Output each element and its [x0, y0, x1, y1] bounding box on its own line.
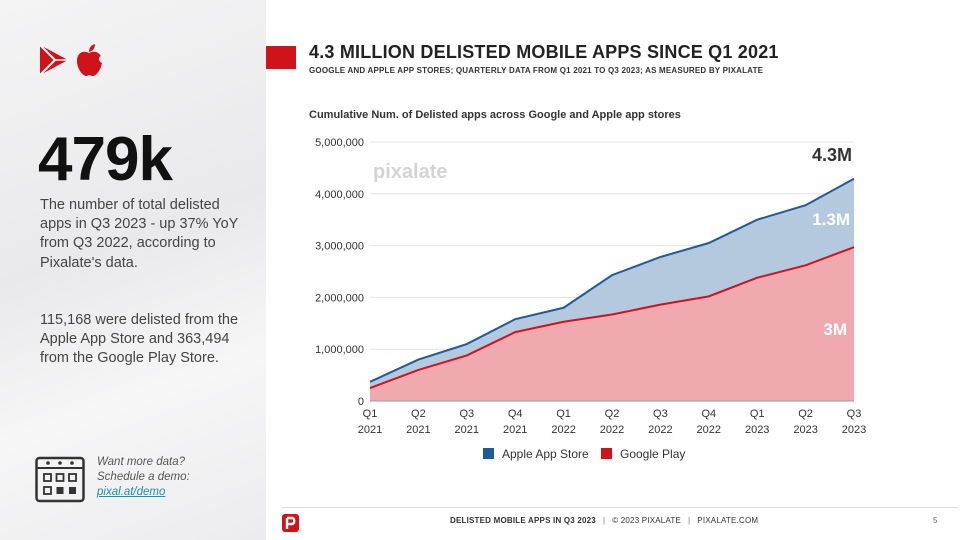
x-tick-label: Q1 [363, 408, 378, 420]
y-tick-label: 3,000,000 [315, 241, 364, 253]
y-tick-label: 2,000,000 [315, 292, 364, 304]
x-tick-label: Q2 [411, 408, 426, 420]
x-tick-label: 2021 [455, 424, 479, 436]
legend-swatch [601, 448, 612, 459]
demo-link[interactable]: pixal.at/demo [97, 486, 166, 498]
x-tick-label: 2021 [358, 424, 382, 436]
x-tick-label: Q2 [605, 408, 620, 420]
x-tick-label: Q2 [798, 408, 813, 420]
pixalate-watermark: pixalate [373, 161, 447, 183]
title-accent-block [266, 46, 296, 69]
demo-callout: Want more data? Schedule a demo: pixal.a… [35, 455, 190, 508]
demo-text: Want more data? Schedule a demo: pixal.a… [97, 455, 190, 500]
x-tick-label: Q4 [701, 408, 716, 420]
footer-copyright: © 2023 PIXALATE [612, 516, 682, 525]
stat-description: The number of total delisted apps in Q3 … [40, 197, 239, 271]
calendar-icon [35, 455, 85, 508]
x-tick-label: 2021 [503, 424, 527, 436]
area-chart: 0 1,000,000 2,000,000 3,000,000 4,000,000 5,0… [315, 137, 866, 461]
y-tick-label: 1,000,000 [315, 344, 364, 356]
footer-report-title: DELISTED MOBILE APPS IN Q3 2023 [450, 516, 596, 525]
x-tick-label: 2022 [697, 424, 721, 436]
footer-separator: | [688, 516, 691, 525]
x-tick-label: 2023 [745, 424, 769, 436]
x-tick-label: Q3 [653, 408, 668, 420]
page-number: 5 [933, 516, 938, 525]
pixalate-logo-icon [282, 514, 299, 537]
x-tick-label: 2022 [600, 424, 624, 436]
google-play-icon [38, 43, 70, 82]
footer-separator: | [602, 516, 606, 525]
x-tick-label: 2023 [793, 424, 817, 436]
google-line [369, 246, 855, 389]
store-logos [38, 42, 107, 83]
x-tick-label: 2023 [842, 424, 866, 436]
store-breakdown-text: 115,168 were delisted from the Apple App… [40, 312, 239, 367]
legend-label: Apple App Store [502, 447, 589, 461]
legend-swatch [483, 448, 494, 459]
chart-title: Cumulative Num. of Delisted apps across … [309, 109, 681, 121]
demo-line-1: Want more data? [97, 456, 186, 468]
apple-line [369, 177, 855, 383]
big-stat: 479k [38, 125, 173, 194]
apple-annotation: 1.3M [812, 210, 850, 229]
demo-line-2: Schedule a demo: [97, 471, 190, 483]
x-tick-label: 2021 [406, 424, 430, 436]
apple-icon [74, 42, 107, 83]
footer-site-link[interactable]: PIXALATE.COM [697, 516, 759, 525]
x-tick-label: Q3 [459, 408, 474, 420]
y-tick-label: 5,000,000 [315, 137, 364, 149]
x-tick-label: 2022 [648, 424, 672, 436]
x-tick-label: Q1 [750, 408, 765, 420]
y-tick-label: 0 [358, 396, 364, 408]
y-tick-label: 4,000,000 [315, 189, 364, 201]
legend-label: Google Play [620, 447, 685, 461]
x-tick-label: 2022 [551, 424, 575, 436]
page-title: 4.3 MILLION DELISTED MOBILE APPS SINCE Q… [309, 42, 779, 62]
x-tick-label: Q4 [508, 408, 523, 420]
total-annotation: 4.3M [812, 145, 852, 165]
footer-text: DELISTED MOBILE APPS IN Q3 2023 | © 2023 P… [450, 516, 758, 525]
x-tick-label: Q1 [556, 408, 571, 420]
google-area [370, 247, 854, 401]
left-panel: 479k The number of total delisted apps i… [0, 0, 266, 540]
google-annotation: 3M [823, 320, 847, 339]
x-tick-label: Q3 [847, 408, 862, 420]
footer-divider [282, 507, 958, 508]
page-subtitle: GOOGLE AND APPLE APP STORES; QUARTERLY D… [309, 66, 764, 75]
